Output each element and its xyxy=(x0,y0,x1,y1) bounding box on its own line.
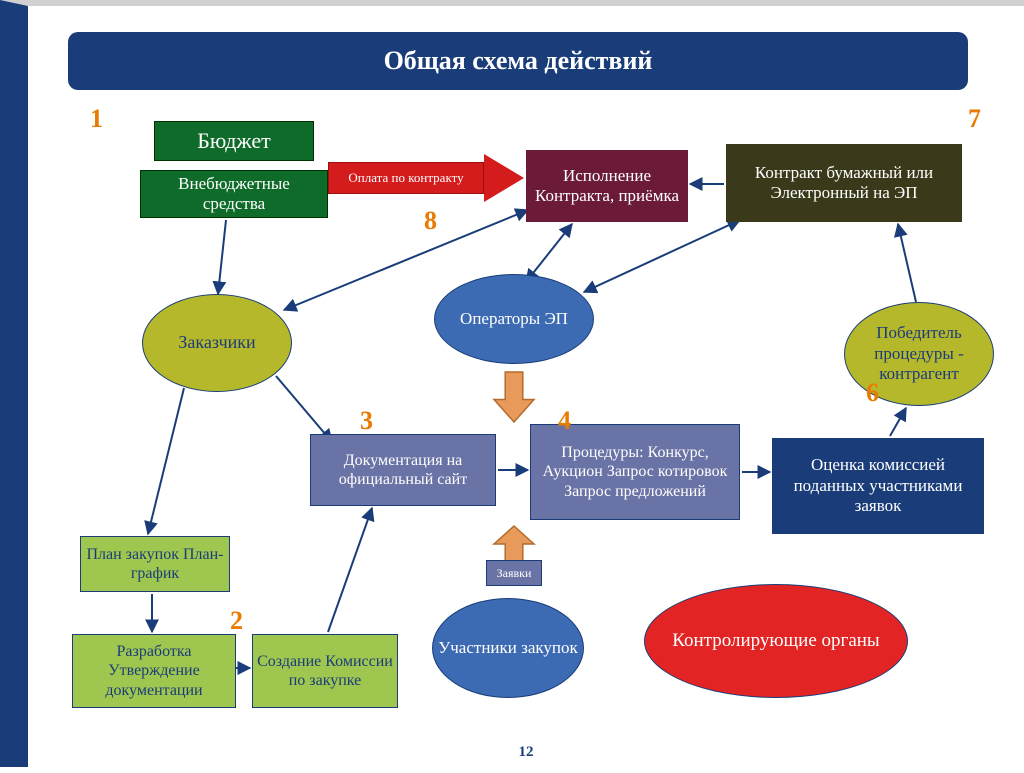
node-offbudget: Внебюджетные средства xyxy=(140,170,328,218)
step-label-s4: 4 xyxy=(558,406,571,436)
node-budget: Бюджет xyxy=(154,121,314,161)
page-title: Общая схема действий xyxy=(384,46,653,76)
node-participants: Участники закупок xyxy=(432,598,584,698)
step-label-s2: 2 xyxy=(230,606,243,636)
step-label-s6: 6 xyxy=(866,378,879,408)
node-control: Контролирующие органы xyxy=(644,584,908,698)
node-documentation: Документация на официальный сайт xyxy=(310,434,496,506)
page-number: 12 xyxy=(28,744,1024,761)
node-contract: Контракт бумажный или Электронный на ЭП xyxy=(726,144,962,222)
step-label-s8: 8 xyxy=(424,206,437,236)
payment-arrow: Оплата по контракту xyxy=(328,154,524,202)
step-label-s1: 1 xyxy=(90,104,103,134)
node-evaluation: Оценка комиссией поданных участниками за… xyxy=(772,438,984,534)
title-bar: Общая схема действий xyxy=(68,32,968,90)
step-label-s3: 3 xyxy=(360,406,373,436)
node-customers: Заказчики xyxy=(142,294,292,392)
node-procedures: Процедуры: Конкурс, Аукцион Запрос котир… xyxy=(530,424,740,520)
node-commission: Создание Комиссии по закупке xyxy=(252,634,398,708)
node-execution: Исполнение Контракта, приёмка xyxy=(526,150,688,222)
node-devdoc: Разработка Утверждение документации xyxy=(72,634,236,708)
step-label-s7: 7 xyxy=(968,104,981,134)
node-planproc: План закупок План-график xyxy=(80,536,230,592)
node-operators: Операторы ЭП xyxy=(434,274,594,364)
node-zayavki: Заявки xyxy=(486,560,542,586)
